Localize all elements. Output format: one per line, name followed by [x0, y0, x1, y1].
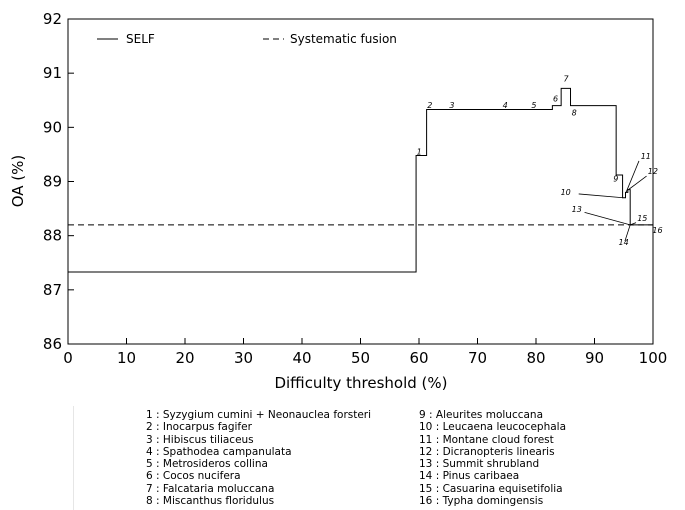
- leader-line: [628, 175, 647, 190]
- annotation-label: 1: [417, 147, 422, 156]
- leader-line: [625, 160, 640, 193]
- x-tick-label: 60: [409, 349, 428, 367]
- species-legend-item: 12 : Dicranopteris linearis: [419, 445, 555, 458]
- species-legend-item: 8 : Miscanthus floridulus: [146, 495, 275, 508]
- plot-area: [68, 87, 653, 273]
- species-legend-item: 5 : Metrosideros collina: [146, 458, 268, 471]
- species-legend-item: 6 : Cocos nucifera: [146, 470, 241, 483]
- legend-label: Systematic fusion: [290, 32, 397, 46]
- x-tick-label: 70: [468, 349, 487, 367]
- annotation-label: 14: [618, 238, 628, 247]
- species-legend-column-1: 1 : Syzygium cumini + Neonauclea forster…: [146, 409, 371, 507]
- species-legend-item: 16 : Typha domingensis: [419, 495, 544, 508]
- species-legend: 1 : Syzygium cumini + Neonauclea forster…: [73, 406, 674, 510]
- y-axis-title: OA (%): [9, 155, 27, 208]
- y-tick-label: 92: [43, 10, 62, 28]
- x-tick-label: 20: [175, 349, 194, 367]
- species-legend-item: 9 : Aleurites moluccana: [419, 409, 544, 421]
- species-legend-item: 2 : Inocarpus fagifer: [146, 421, 252, 434]
- annotation-label: 10: [561, 188, 571, 197]
- leader-line: [578, 193, 624, 199]
- legend-label: SELF: [126, 32, 155, 46]
- annotation-label: 8: [572, 108, 577, 117]
- annotation-label: 12: [648, 167, 658, 176]
- annotation-label: 3: [449, 101, 454, 110]
- y-tick-label: 91: [43, 64, 62, 82]
- x-tick-label: 90: [585, 349, 604, 367]
- leader-line: [624, 224, 631, 242]
- species-legend-item: 10 : Leucaena leucocephala: [419, 421, 567, 434]
- series-legend: SELF Systematic fusion: [97, 32, 397, 46]
- y-tick-label: 88: [43, 227, 62, 245]
- plot-frame: [67, 18, 654, 345]
- species-legend-item: 7 : Falcataria moluccana: [146, 482, 275, 495]
- x-tick-label: 40: [292, 349, 311, 367]
- x-tick-label: 80: [526, 349, 545, 367]
- annotation-label: 11: [641, 152, 651, 161]
- species-legend-item: 15 : Casuarina equisetifolia: [419, 482, 563, 495]
- x-tick-label: 10: [117, 349, 136, 367]
- species-legend-item: 3 : Hibiscus tiliaceus: [146, 433, 254, 446]
- annotation-label: 7: [563, 74, 569, 83]
- species-legend-column-2: 9 : Aleurites moluccana 10 : Leucaena leu…: [419, 409, 566, 507]
- annotation-label: 4: [503, 101, 508, 110]
- y-tick-label: 86: [43, 335, 62, 353]
- annotation-label: 9: [613, 175, 618, 184]
- annotation-label: 5: [531, 101, 536, 110]
- annotation-label: 15: [637, 214, 647, 223]
- species-legend-item: 11 : Montane cloud forest: [419, 433, 554, 446]
- species-legend-item: 1 : Syzygium cumini + Neonauclea forster…: [146, 409, 372, 421]
- annotation-label: 16: [652, 226, 662, 235]
- species-legend-item: 13 : Summit shrubland: [419, 458, 540, 471]
- x-tick-label: 50: [351, 349, 370, 367]
- y-tick-label: 87: [43, 281, 62, 299]
- x-tick-label: 0: [63, 349, 73, 367]
- leader-line: [630, 222, 637, 226]
- y-tick-label: 89: [43, 173, 62, 191]
- x-tick-label: 100: [639, 349, 668, 367]
- annotation-label: 13: [572, 205, 582, 214]
- series-line-self: [68, 87, 653, 273]
- leader-line: [584, 211, 631, 226]
- annotation-label: 2: [427, 101, 432, 110]
- species-legend-item: 4 : Spathodea campanulata: [146, 445, 292, 458]
- x-axis-title: Difficulty threshold (%): [274, 374, 447, 392]
- species-legend-item: 14 : Pinus caribaea: [419, 470, 520, 483]
- y-tick-label: 90: [43, 118, 62, 136]
- annotation-label: 6: [553, 94, 558, 103]
- x-tick-label: 30: [234, 349, 253, 367]
